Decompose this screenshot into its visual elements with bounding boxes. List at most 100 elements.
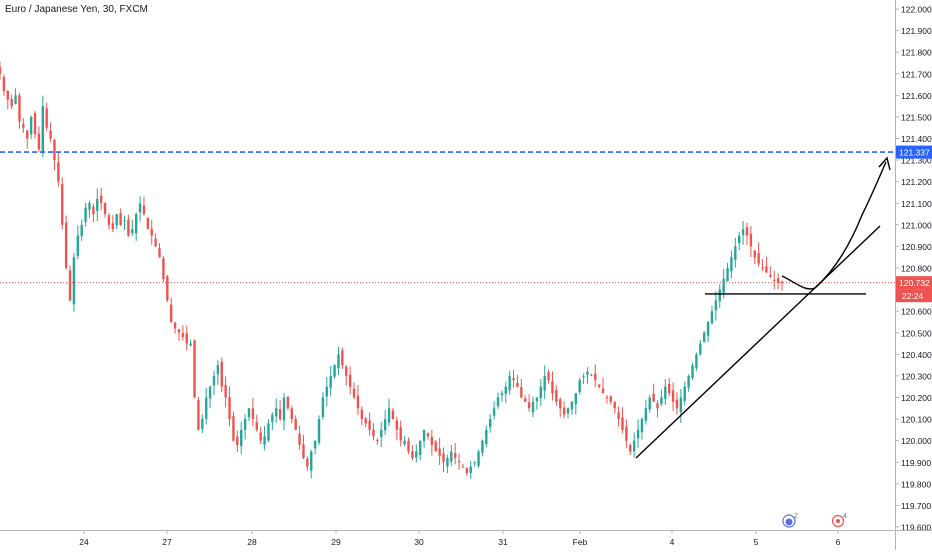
- candle: [691, 362, 694, 380]
- candle: [489, 414, 492, 433]
- candle: [761, 259, 764, 272]
- candle: [134, 212, 138, 241]
- candle: [415, 444, 418, 463]
- candle-body: [492, 408, 496, 416]
- price-tick-label: 121.900: [901, 26, 932, 36]
- price-axis[interactable]: 122.000 121.900 121.800 121.700 121.600 121.5…: [895, 0, 932, 550]
- candle: [329, 365, 332, 397]
- candle-body: [208, 386, 212, 399]
- candle-body: [345, 366, 348, 376]
- candle: [80, 219, 83, 241]
- candle: [255, 414, 258, 432]
- candle-body: [543, 375, 546, 391]
- candle-body: [348, 374, 352, 387]
- time-axis[interactable]: 24 27 28 29 30 31 Feb 4 5 6: [0, 530, 932, 547]
- candle: [302, 434, 305, 460]
- candle: [275, 398, 278, 423]
- candle-body: [306, 458, 309, 467]
- candle-body: [555, 390, 558, 402]
- candle-body: [10, 98, 13, 107]
- candle: [201, 414, 204, 434]
- candle-body: [469, 466, 472, 474]
- event-badge-icon[interactable]: 2: [782, 513, 798, 528]
- candle: [469, 460, 472, 479]
- candle-body: [298, 433, 301, 445]
- current-price-badge: 120.732: [896, 276, 932, 290]
- candle-body: [26, 130, 29, 139]
- candle-body: [259, 432, 262, 441]
- candle-body: [738, 235, 741, 244]
- candle-body: [722, 278, 725, 293]
- candle-body: [111, 223, 115, 230]
- candle: [236, 430, 239, 453]
- candle: [111, 215, 115, 233]
- candle: [92, 203, 95, 223]
- candle-body: [496, 397, 500, 407]
- candle: [399, 420, 402, 447]
- candle: [228, 386, 231, 426]
- candle: [664, 379, 667, 405]
- candle: [162, 255, 165, 282]
- candle: [333, 364, 336, 379]
- candle-body: [212, 375, 216, 386]
- candle-body: [224, 384, 227, 398]
- time-tick-label: 4: [670, 537, 675, 547]
- candle: [687, 374, 690, 392]
- candle-body: [551, 381, 554, 394]
- candle-body: [240, 429, 243, 446]
- candle-body: [169, 304, 173, 322]
- candle: [738, 231, 741, 251]
- candle: [267, 419, 270, 443]
- projection-arrow-icon: [878, 156, 891, 171]
- price-tick-label: 120.100: [901, 415, 932, 425]
- candle: [364, 417, 367, 428]
- candle-body: [286, 396, 290, 409]
- candle-body: [127, 219, 130, 236]
- candle-body: [562, 407, 566, 415]
- candle: [391, 407, 395, 420]
- candle-body: [547, 372, 550, 381]
- candle-body: [138, 203, 142, 213]
- candle: [632, 432, 636, 458]
- candle-body: [407, 440, 410, 452]
- candle-body: [609, 396, 613, 402]
- candle: [446, 454, 449, 474]
- candle-body: [321, 397, 325, 418]
- candle: [53, 138, 56, 171]
- event-target-icon[interactable]: 4: [831, 513, 848, 528]
- price-tick-label: 119.700: [901, 501, 931, 511]
- candle: [477, 449, 480, 468]
- candle-body: [418, 440, 422, 455]
- price-tick-label: 120.500: [901, 328, 932, 338]
- candle-body: [68, 270, 72, 301]
- candle-body: [539, 386, 542, 399]
- candle: [539, 379, 542, 407]
- candle: [341, 347, 344, 369]
- candle-body: [667, 383, 671, 394]
- projection-path[interactable]: [781, 161, 887, 290]
- candle: [726, 262, 729, 282]
- candle: [348, 366, 352, 395]
- candle-body: [313, 440, 317, 449]
- candle-body: [442, 453, 445, 463]
- candle: [617, 406, 620, 427]
- candle-body: [216, 365, 220, 375]
- trendline[interactable]: [635, 225, 881, 459]
- candle: [158, 243, 161, 258]
- candle: [422, 429, 426, 448]
- candle: [380, 421, 383, 447]
- candle-body: [753, 250, 756, 258]
- candle: [282, 392, 286, 431]
- candle-body: [251, 408, 255, 420]
- candle-body: [776, 278, 780, 284]
- candle-body: [683, 386, 686, 401]
- price-tick-label: 121.200: [901, 177, 932, 187]
- candle: [29, 115, 33, 140]
- candle-body: [96, 198, 99, 211]
- candle-body: [695, 354, 698, 369]
- candle-body: [197, 400, 200, 430]
- candle-body: [601, 388, 605, 394]
